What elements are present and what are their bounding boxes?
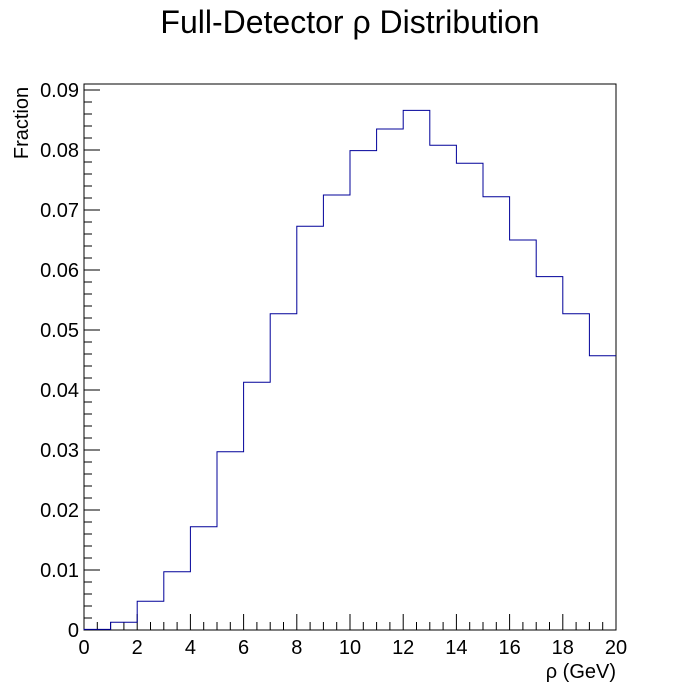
y-tick-label: 0.04	[40, 380, 79, 402]
histogram-bin	[403, 110, 430, 630]
x-tick-label: 8	[291, 637, 302, 659]
histogram-bin	[483, 197, 510, 630]
x-tick-label: 18	[552, 637, 574, 659]
x-tick-label: 20	[605, 637, 627, 659]
histogram-bin	[190, 527, 217, 630]
histogram-bin	[377, 129, 404, 630]
histogram-bin	[456, 163, 483, 630]
histogram-bin	[297, 226, 324, 630]
histogram-bin	[430, 145, 457, 630]
x-tick-label: 2	[132, 637, 143, 659]
histogram-bin	[217, 452, 244, 630]
y-tick-label: 0.01	[40, 560, 79, 582]
histogram-bin	[323, 195, 350, 630]
y-tick-label: 0.03	[40, 440, 79, 462]
y-tick-label: 0.09	[40, 80, 79, 102]
histogram-bin	[536, 277, 563, 630]
histogram-bin	[563, 314, 590, 630]
x-tick-label: 10	[339, 637, 361, 659]
histogram-bin	[350, 151, 377, 630]
x-tick-label: 12	[392, 637, 414, 659]
x-tick-label: 6	[238, 637, 249, 659]
histogram-bin	[164, 572, 191, 630]
chart-title: Full-Detector ρ Distribution	[160, 4, 539, 40]
x-tick-label: 14	[445, 637, 467, 659]
y-tick-label: 0.02	[40, 500, 79, 522]
y-tick-label: 0.08	[40, 140, 79, 162]
y-tick-label: 0.06	[40, 260, 79, 282]
histogram-bin	[270, 314, 297, 630]
x-tick-label: 16	[498, 637, 520, 659]
y-axis-title: Fraction	[11, 87, 33, 159]
x-tick-label: 0	[78, 637, 89, 659]
y-tick-label: 0.07	[40, 200, 79, 222]
y-tick-label: 0	[68, 620, 79, 642]
histogram-line	[83, 109, 616, 630]
x-axis-title: ρ (GeV)	[546, 661, 616, 683]
histogram-bin	[589, 356, 616, 630]
x-tick-label: 4	[185, 637, 196, 659]
y-tick-label: 0.05	[40, 320, 79, 342]
histogram-bin	[510, 240, 537, 630]
histogram-bin	[244, 382, 271, 630]
